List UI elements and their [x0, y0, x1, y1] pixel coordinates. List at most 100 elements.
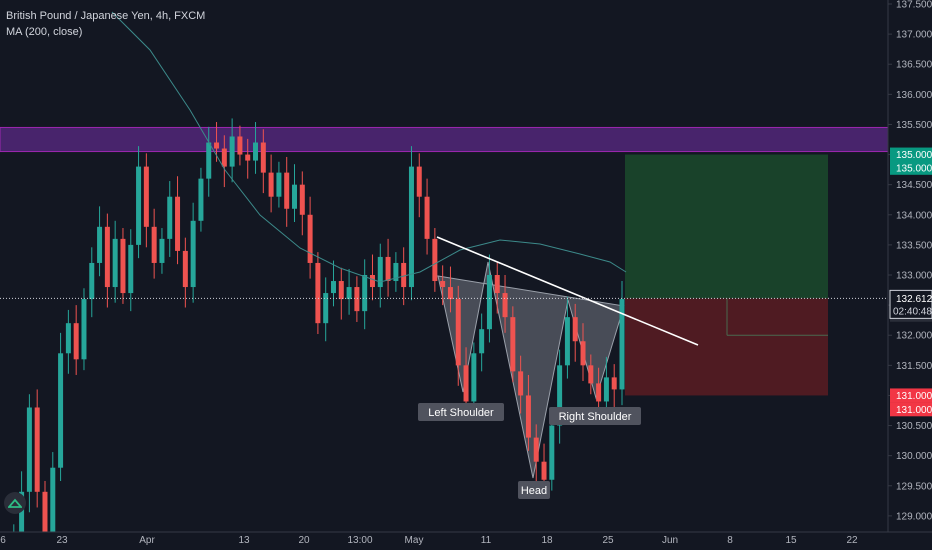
candle-body	[97, 226, 103, 263]
y-tick-label: 136.000	[896, 90, 932, 101]
y-tick-label: 132.000	[896, 331, 932, 342]
candle-body	[198, 178, 204, 221]
candle-body	[564, 317, 570, 366]
candle-body	[471, 353, 477, 402]
candle-body	[557, 365, 563, 426]
candle-body	[260, 142, 266, 173]
candle-body	[549, 425, 555, 480]
y-tick-label: 131.500	[896, 361, 932, 372]
candle-body	[588, 365, 594, 384]
candle-body	[393, 262, 399, 282]
x-tick-label: 11	[481, 535, 492, 546]
last-price-label: 132.612	[896, 294, 932, 305]
candle-body	[603, 377, 609, 402]
pattern-label-bg	[518, 481, 550, 499]
candle-body	[307, 214, 313, 263]
x-tick-label: 23	[56, 535, 68, 546]
candle-body	[151, 226, 157, 263]
candle-body	[330, 281, 336, 294]
candle-body	[190, 220, 196, 288]
candle-body	[58, 353, 64, 468]
x-tick-label: 13	[238, 535, 250, 546]
price-badge-bg	[890, 160, 932, 175]
y-tick-label: 137.000	[896, 30, 932, 41]
candle-body	[276, 172, 282, 197]
candle-body	[73, 323, 79, 360]
x-tick-label: 25	[602, 535, 614, 546]
price-badge: 131.000	[896, 391, 932, 402]
candle-body	[401, 262, 407, 288]
candle-body	[167, 196, 173, 239]
candle-body	[572, 317, 578, 342]
resistance-zone	[0, 126, 889, 153]
candle-body	[611, 377, 617, 390]
y-tick-label: 133.500	[896, 240, 932, 251]
y-tick-label: 137.500	[896, 0, 932, 11]
candle-body	[159, 238, 165, 263]
price-axis	[888, 0, 932, 550]
x-tick-label: 22	[846, 535, 858, 546]
candle-body	[432, 238, 438, 282]
candle-body	[104, 226, 110, 288]
candle-body	[182, 250, 188, 288]
ma-200-line	[111, 11, 627, 283]
candle-body	[214, 142, 220, 149]
x-tick-label: Apr	[139, 535, 155, 546]
candle-body	[369, 275, 375, 288]
candle-body	[237, 136, 243, 155]
y-tick-label: 129.500	[896, 481, 932, 492]
candle-body	[486, 275, 492, 330]
candle-body	[596, 383, 602, 402]
candle-body	[65, 323, 71, 354]
candle-body	[440, 281, 446, 288]
candle-body	[346, 287, 352, 300]
candle-body	[408, 166, 414, 288]
y-tick-label: 136.500	[896, 60, 932, 71]
y-tick-label: 134.000	[896, 210, 932, 221]
candle-body	[518, 371, 524, 396]
candle-body	[229, 136, 235, 167]
price-badge: 135.000	[896, 163, 932, 174]
candle-body	[315, 262, 321, 324]
y-tick-label: 135.500	[896, 120, 932, 131]
candle-body	[525, 395, 531, 438]
candle-body	[89, 262, 95, 300]
pattern-label: Head	[521, 485, 547, 497]
x-tick-label: May	[405, 535, 424, 546]
candle-body	[128, 244, 134, 294]
price-badge: 135.000	[896, 150, 932, 161]
candle-body	[268, 172, 274, 197]
candle-body	[34, 407, 40, 492]
x-tick-label: Jun	[662, 535, 678, 546]
candle-body	[479, 329, 485, 354]
x-tick-label: 20	[298, 535, 310, 546]
x-tick-label: 18	[541, 535, 553, 546]
candle-body	[338, 281, 344, 300]
candle-body	[299, 184, 305, 215]
candle-body	[26, 407, 32, 492]
candle-body	[619, 299, 625, 390]
price-badge-bg	[890, 147, 932, 162]
candle-body	[541, 461, 547, 480]
price-badge-bg	[890, 402, 932, 417]
logo-icon	[4, 492, 26, 514]
indicator-label: MA (200, close)	[6, 26, 83, 38]
y-tick-label: 129.000	[896, 511, 932, 522]
candle-body	[221, 148, 227, 167]
x-tick-label: 13:00	[347, 535, 372, 546]
candle-body	[533, 437, 539, 462]
candle-body	[136, 166, 142, 245]
y-tick-label: 134.500	[896, 180, 932, 191]
pattern-label-bg	[418, 403, 504, 421]
candle-body	[416, 166, 422, 197]
price-badge: 131.000	[896, 405, 932, 416]
candle-body	[206, 142, 212, 179]
candle-body	[323, 293, 329, 324]
candle-body	[245, 154, 251, 161]
y-tick-label: 130.000	[896, 451, 932, 462]
candle-body	[463, 365, 469, 402]
candle-body	[175, 196, 181, 251]
time-axis	[0, 532, 932, 550]
